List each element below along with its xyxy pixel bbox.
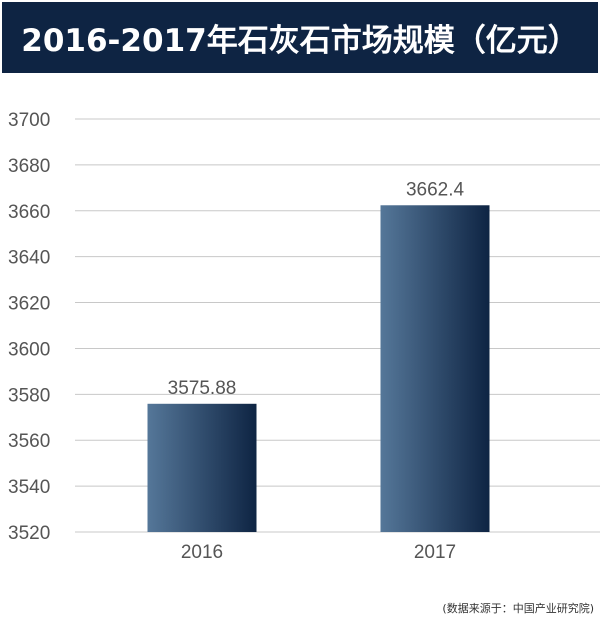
y-tick-label: 3620 bbox=[8, 294, 50, 315]
x-tick-label: 2016 bbox=[181, 542, 223, 563]
data-source-note: (数据来源于：中国产业研究院) bbox=[442, 602, 594, 615]
data-label: 3575.88 bbox=[168, 378, 237, 399]
y-tick-label: 3560 bbox=[8, 431, 50, 452]
y-tick-label: 3540 bbox=[8, 477, 50, 498]
chart-title: 2016-2017年石灰石市场规模（亿元） bbox=[2, 2, 598, 73]
y-tick-label: 3600 bbox=[8, 339, 50, 360]
y-tick-label: 3660 bbox=[8, 202, 50, 223]
y-tick-label: 3640 bbox=[8, 248, 50, 269]
y-tick-label: 3520 bbox=[8, 523, 50, 544]
bar-2016 bbox=[147, 403, 257, 532]
y-tick-label: 3580 bbox=[8, 385, 50, 406]
y-tick-label: 3680 bbox=[8, 156, 50, 177]
bar-2017 bbox=[380, 205, 490, 532]
data-label: 3662.4 bbox=[406, 179, 465, 200]
y-tick-label: 3700 bbox=[8, 110, 50, 131]
x-tick-label: 2017 bbox=[414, 542, 456, 563]
